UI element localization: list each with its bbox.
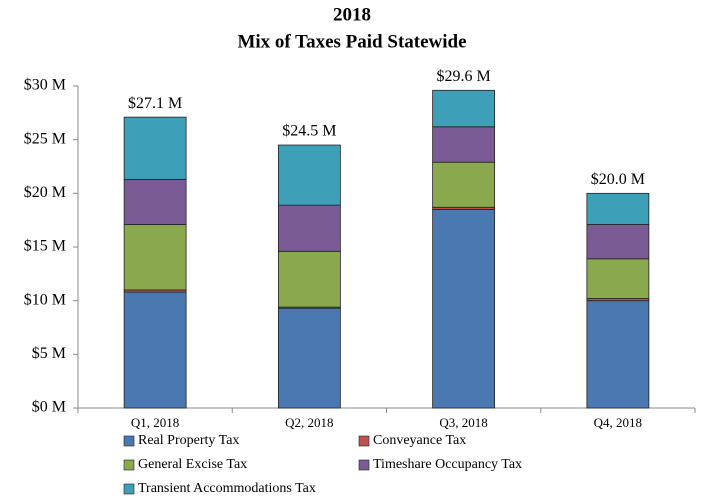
legend-label: Conveyance Tax bbox=[373, 433, 466, 448]
y-tick-label: $30 M bbox=[24, 77, 66, 94]
x-tick-label: Q3, 2018 bbox=[439, 415, 487, 430]
legend-swatch bbox=[358, 459, 370, 471]
y-tick-label: $15 M bbox=[24, 238, 66, 255]
y-tick-label: $20 M bbox=[24, 184, 66, 201]
bar-segment bbox=[277, 204, 341, 252]
total-label: $27.1 M bbox=[128, 95, 182, 112]
bar-segment bbox=[123, 116, 187, 180]
y-tick-label: $5 M bbox=[32, 345, 66, 362]
bar-segment bbox=[586, 300, 650, 409]
bar-segment bbox=[586, 258, 650, 299]
legend-swatch bbox=[123, 483, 135, 495]
bar-segment bbox=[432, 126, 496, 163]
bar-segment bbox=[432, 209, 496, 409]
bar-segment bbox=[123, 178, 187, 225]
bar-segment bbox=[277, 250, 341, 308]
bar-segment bbox=[123, 291, 187, 409]
chart-subtitle: Mix of Taxes Paid Statewide bbox=[237, 31, 466, 52]
legend-swatch bbox=[358, 435, 370, 447]
bar-segment bbox=[277, 144, 341, 206]
bar-segment bbox=[586, 192, 650, 225]
bar-segment bbox=[277, 307, 341, 409]
y-tick-label: $0 M bbox=[32, 399, 66, 416]
total-label: $20.0 M bbox=[591, 171, 645, 188]
x-tick-label: Q1, 2018 bbox=[131, 415, 179, 430]
bar-segment bbox=[432, 161, 496, 208]
y-tick-label: $25 M bbox=[24, 130, 66, 147]
x-tick-label: Q4, 2018 bbox=[594, 415, 642, 430]
bar-segment bbox=[123, 224, 187, 291]
total-label: $29.6 M bbox=[437, 68, 491, 85]
legend-label: Timeshare Occupancy Tax bbox=[373, 457, 522, 472]
bar-segment bbox=[586, 224, 650, 260]
x-tick-label: Q2, 2018 bbox=[285, 415, 333, 430]
legend-swatch bbox=[123, 459, 135, 471]
legend-label: Transient Accommodations Tax bbox=[138, 481, 316, 496]
legend-label: Real Property Tax bbox=[138, 433, 239, 448]
y-tick-label: $10 M bbox=[24, 291, 66, 308]
total-label: $24.5 M bbox=[282, 123, 336, 140]
legend-label: General Excise Tax bbox=[138, 457, 247, 472]
legend-swatch bbox=[123, 435, 135, 447]
chart-title: 2018 bbox=[333, 4, 371, 25]
bar-segment bbox=[432, 89, 496, 128]
